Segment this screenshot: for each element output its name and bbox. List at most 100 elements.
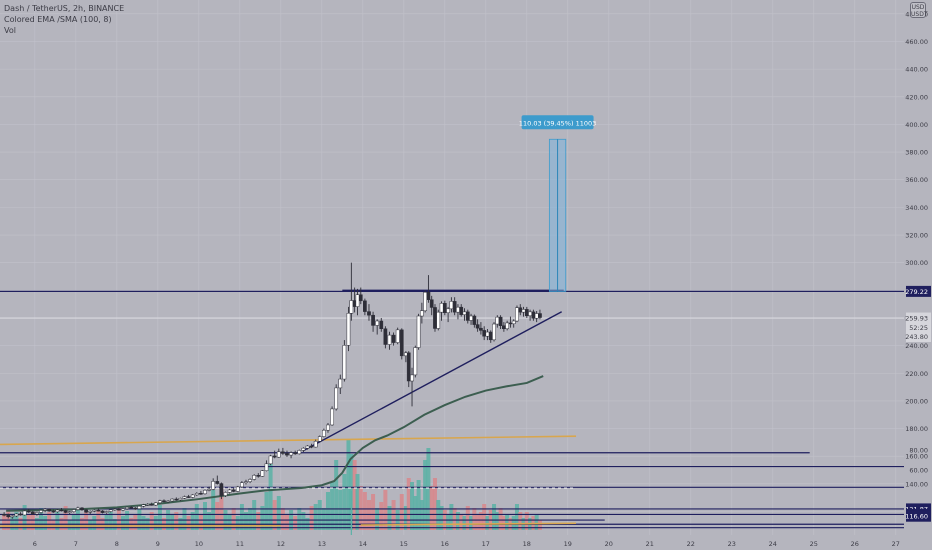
volume-bar <box>194 504 199 530</box>
candle-up <box>35 512 39 515</box>
candle-down <box>149 504 154 506</box>
y-tick-label: 140.00 <box>905 480 928 488</box>
candle-down <box>47 508 52 512</box>
candle-down <box>508 322 513 325</box>
y-tick-label: 340.00 <box>905 204 928 212</box>
volume-bar <box>43 516 48 530</box>
volume-bar <box>383 490 388 530</box>
candle-up <box>313 441 318 448</box>
volume-bar <box>84 512 89 530</box>
x-tick-label: 6 <box>33 540 37 548</box>
candle-up <box>301 447 306 451</box>
candle-up <box>223 492 228 496</box>
volume-bar <box>2 514 7 530</box>
volume-bar <box>51 520 56 530</box>
measure-label-bg <box>521 115 594 130</box>
candle-down <box>426 291 431 300</box>
volume-bar <box>449 504 454 530</box>
candle-up <box>141 504 146 507</box>
candle-up <box>395 329 400 343</box>
x-tick-label: 27 <box>892 540 900 548</box>
trendline <box>303 311 563 452</box>
legend-indicator-ema[interactable]: Colored EMA /SMA (100, 8) <box>4 15 112 24</box>
x-tick-label: 21 <box>646 540 654 548</box>
volume-bar <box>338 490 343 530</box>
candle-down <box>199 493 203 495</box>
volume-bar <box>243 512 248 530</box>
candle-down <box>498 316 503 326</box>
candle-down <box>51 510 56 513</box>
candle-up <box>39 510 43 513</box>
ema-line <box>6 375 544 512</box>
candle-up <box>492 323 496 341</box>
candle-up <box>71 509 76 512</box>
price-label-bg <box>906 312 931 324</box>
volume-bar <box>352 460 357 530</box>
candle-up <box>446 308 450 313</box>
candle-up <box>227 489 232 493</box>
candle-down <box>442 303 447 313</box>
volume-bar <box>330 482 335 530</box>
volume-bar <box>346 440 351 530</box>
candle-up <box>456 306 460 313</box>
volume-bar <box>215 502 220 530</box>
volume-bar <box>358 486 363 530</box>
price-label: 259.93 <box>905 315 928 323</box>
volume-bar <box>174 512 179 530</box>
candle-down <box>399 329 404 357</box>
currency-badge[interactable]: USD USDT <box>910 2 928 18</box>
volume-bar <box>190 512 195 530</box>
candle-up <box>10 515 15 518</box>
volume-bar <box>379 502 384 530</box>
volume-bar <box>104 515 109 530</box>
candle-up <box>436 311 441 329</box>
price-label-bg <box>906 285 931 297</box>
volume-bar <box>186 516 191 530</box>
candle-down <box>538 313 542 318</box>
candle-up <box>297 450 302 455</box>
volume-bar <box>92 516 97 530</box>
volume-bar <box>67 520 72 530</box>
volume-bar <box>475 514 480 530</box>
volume-bar <box>202 502 207 530</box>
candle-down <box>96 509 101 512</box>
volume-bar <box>235 516 240 530</box>
price-label: 243.80 <box>905 333 928 341</box>
volume-bar <box>280 508 285 530</box>
volume-bar <box>362 492 367 530</box>
candle-down <box>117 508 121 511</box>
candle-down <box>219 483 224 496</box>
candle-down <box>358 294 363 302</box>
candle-down <box>80 507 84 511</box>
candle-down <box>272 455 277 458</box>
candle-up <box>166 500 170 503</box>
volume-bar <box>293 516 298 530</box>
candle-down <box>475 324 480 329</box>
candle-up <box>252 475 257 480</box>
volume-bar <box>284 514 289 530</box>
volume-bar <box>227 514 232 530</box>
candle-up <box>342 345 347 380</box>
candle-up <box>276 451 281 458</box>
legend-indicator-vol[interactable]: Vol <box>4 26 16 35</box>
volume-bar <box>514 504 519 530</box>
y-tick-label: 440.00 <box>905 66 928 74</box>
candle-down <box>502 325 506 329</box>
candle-down <box>59 509 64 512</box>
price-label-bg <box>906 510 931 522</box>
candle-up <box>112 508 117 511</box>
candle-up <box>260 470 265 477</box>
volume-bar <box>211 490 216 530</box>
candle-down <box>293 452 298 455</box>
volume-bar <box>157 505 162 530</box>
x-tick-label: 24 <box>769 540 777 548</box>
volume-bar <box>26 515 31 530</box>
candle-up <box>338 378 343 389</box>
y-tick-label: 200.00 <box>905 397 928 405</box>
candle-down <box>367 311 371 316</box>
candle-up <box>76 507 80 510</box>
volume-bar <box>116 508 121 530</box>
legend-symbol[interactable]: Dash / TetherUS, 2h, BINANCE <box>4 4 125 13</box>
